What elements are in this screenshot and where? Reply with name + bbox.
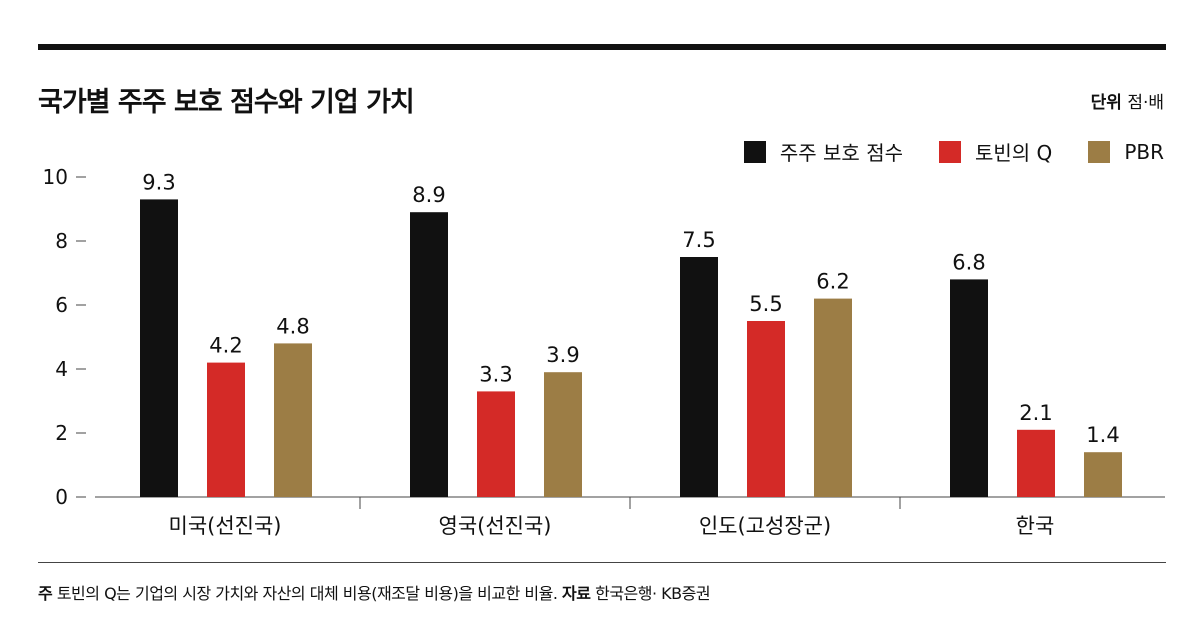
y-tick-label: 10 (43, 165, 68, 189)
data-label: 2.1 (1019, 401, 1052, 425)
data-label: 9.3 (142, 170, 175, 194)
bar (1017, 429, 1055, 497)
bar (477, 391, 515, 497)
bar (140, 199, 178, 497)
bar (410, 212, 448, 497)
legend-label: 주주 보호 점수 (779, 141, 903, 165)
source-text: 한국은행· KB증권 (595, 584, 711, 603)
source-label: 자료 (562, 584, 591, 603)
x-tick-label: 영국(선진국) (439, 514, 552, 538)
data-label: 3.9 (546, 343, 579, 367)
data-label: 7.5 (682, 228, 715, 252)
top-rule (38, 44, 1166, 50)
data-label: 4.2 (209, 334, 242, 358)
x-tick-label: 인도(고성장군) (699, 514, 831, 538)
y-tick-label: 6 (55, 293, 68, 317)
y-tick-label: 2 (55, 421, 68, 445)
note-label: 주 (38, 584, 53, 603)
bar (207, 362, 245, 497)
unit-label: 단위 점·배 (1091, 88, 1164, 113)
legend-swatch (743, 140, 766, 163)
note-text: 토빈의 Q는 기업의 시장 가치와 자산의 대체 비용(재조달 비용)을 비교한… (56, 584, 558, 603)
data-label: 3.3 (479, 362, 512, 386)
legend-label: 토빈의 Q (975, 141, 1053, 165)
y-tick-label: 4 (55, 357, 68, 381)
data-label: 5.5 (749, 292, 782, 316)
x-tick-label: 한국 (1016, 514, 1055, 538)
legend-item-2: PBR (1088, 137, 1164, 166)
data-label: 4.8 (276, 314, 309, 338)
legend-item-0: 주주 보호 점수 (743, 137, 903, 166)
bar (274, 343, 312, 497)
data-label: 1.4 (1086, 423, 1119, 447)
y-tick-label: 0 (55, 485, 68, 509)
legend-swatch (939, 140, 961, 163)
data-label: 6.8 (952, 250, 985, 274)
unit-value: 점·배 (1127, 93, 1164, 113)
bar (680, 257, 718, 497)
legend: 주주 보호 점수 토빈의 Q PBR (743, 137, 1164, 166)
bar (544, 372, 582, 497)
bar (747, 321, 785, 497)
x-tick-label: 미국(선진국) (169, 514, 282, 538)
bar (950, 279, 988, 497)
unit-key: 단위 (1090, 93, 1122, 113)
y-tick-label: 8 (55, 229, 68, 253)
bar (814, 298, 852, 497)
footnote-rule (38, 562, 1166, 563)
legend-item-1: 토빈의 Q (939, 137, 1052, 166)
data-label: 6.2 (816, 270, 849, 294)
data-label: 8.9 (412, 183, 445, 207)
legend-label: PBR (1124, 139, 1164, 164)
footnote: 주 토빈의 Q는 기업의 시장 가치와 자산의 대체 비용(재조달 비용)을 비… (38, 580, 711, 604)
legend-swatch (1088, 140, 1111, 163)
chart-title: 국가별 주주 보호 점수와 기업 가치 (38, 87, 415, 118)
bar (1084, 452, 1122, 497)
